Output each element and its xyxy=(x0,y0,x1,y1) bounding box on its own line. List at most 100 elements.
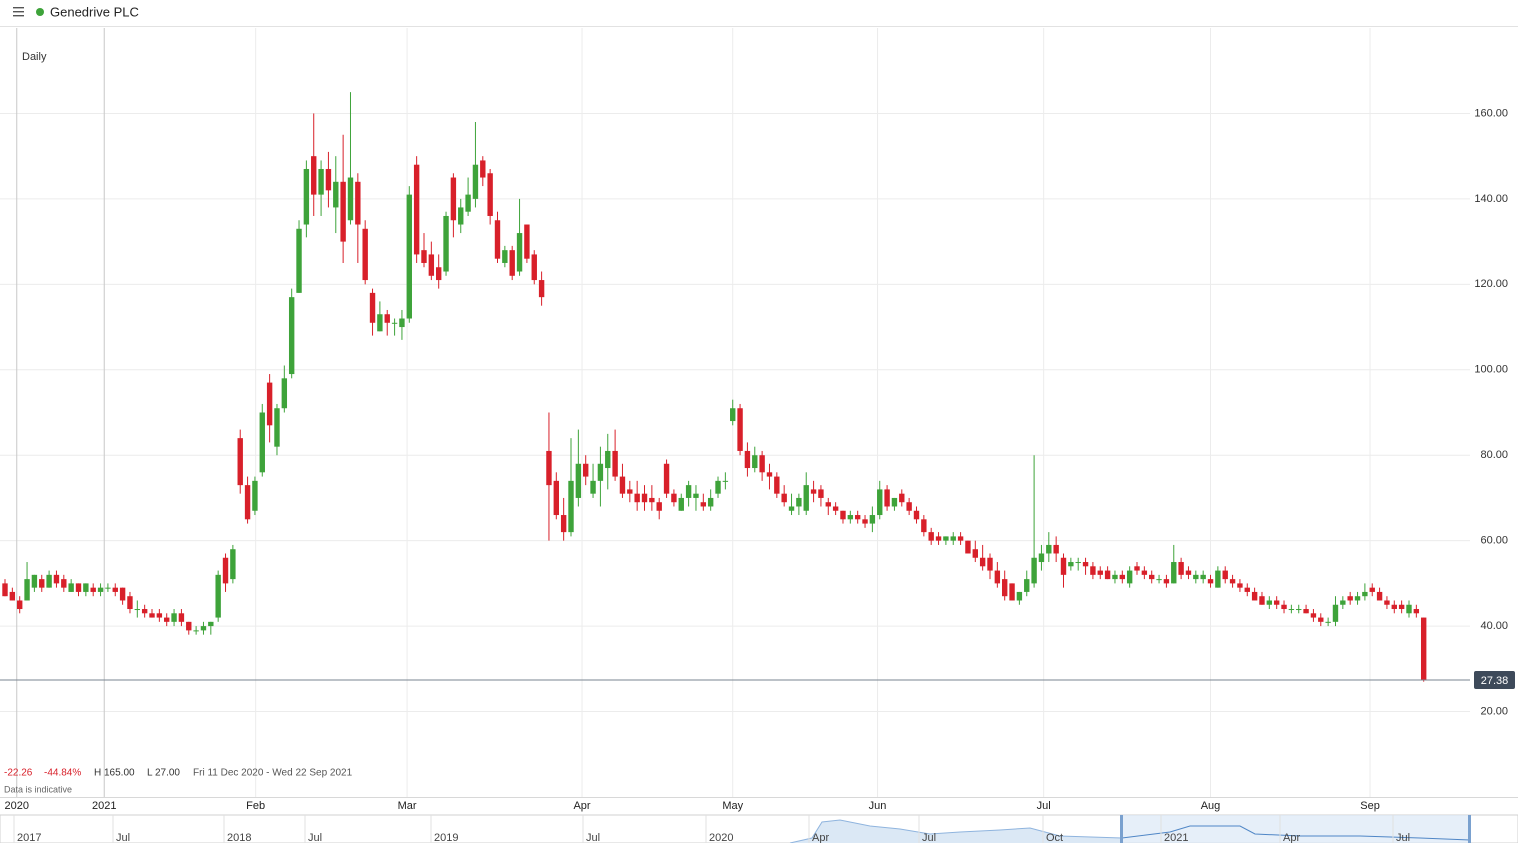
candle-body xyxy=(340,181,346,242)
candle-body xyxy=(1163,579,1170,584)
candle-body xyxy=(560,515,567,533)
navigator-label: 2021 xyxy=(1164,832,1188,843)
menu-bar xyxy=(13,15,24,17)
candle-body xyxy=(384,314,390,323)
x-tick-label: 2021 xyxy=(92,800,116,812)
candle-body xyxy=(362,228,368,281)
candle-body xyxy=(347,177,354,221)
candle-body xyxy=(288,297,295,375)
candle-body xyxy=(1193,574,1199,580)
candle-body xyxy=(1104,570,1111,580)
candle-body xyxy=(230,549,236,580)
candle-body xyxy=(935,536,942,541)
candle-body xyxy=(583,463,589,477)
candle-body xyxy=(1031,557,1037,584)
candle-body xyxy=(1200,574,1206,580)
candle-body xyxy=(634,493,640,503)
candle-body xyxy=(2,583,8,597)
candle-body xyxy=(443,215,449,272)
candle-body xyxy=(1075,562,1081,564)
navigator-label: 2018 xyxy=(227,832,251,843)
navigator-label: 2020 xyxy=(709,832,733,843)
candle-body xyxy=(707,497,714,507)
candle-body xyxy=(1318,617,1324,622)
candle-body xyxy=(546,450,552,486)
candle-body xyxy=(244,485,251,520)
navigator-label: Apr xyxy=(812,832,829,843)
candle-body xyxy=(266,382,273,426)
navigator-label: Jul xyxy=(586,832,600,843)
candle-body xyxy=(1156,579,1162,581)
candle-body xyxy=(1215,570,1221,588)
x-tick-label: 2020 xyxy=(5,800,29,812)
candle-body xyxy=(75,583,82,592)
candle-body xyxy=(921,519,927,533)
stats-line: -22.26 -44.84% H 165.00 L 27.00 Fri 11 Dec 2… xyxy=(4,768,353,779)
candle-body xyxy=(877,489,883,516)
candle-body xyxy=(575,463,582,498)
navigator-label: Jul xyxy=(922,832,936,843)
candle-body xyxy=(318,168,324,195)
candle-body xyxy=(83,583,89,592)
candle-body xyxy=(450,177,457,221)
menu-icon[interactable] xyxy=(13,7,24,17)
candle-body xyxy=(1273,600,1280,605)
candle-body xyxy=(1171,562,1177,584)
candle-body xyxy=(766,472,773,477)
candle-body xyxy=(950,536,956,541)
candle-body xyxy=(1384,600,1390,605)
candle-body xyxy=(1303,609,1309,614)
candle-body xyxy=(1237,583,1243,588)
candle-body xyxy=(649,497,655,503)
candle-body xyxy=(391,322,398,324)
candle-body xyxy=(1362,591,1368,597)
candle-body xyxy=(627,489,633,494)
candle-body xyxy=(1296,609,1302,611)
candle-body xyxy=(1281,604,1287,610)
x-tick-label: Mar xyxy=(398,800,417,812)
candle-layer xyxy=(0,92,1470,682)
candle-body xyxy=(9,591,16,601)
candle-body xyxy=(325,168,332,191)
candle-body xyxy=(1024,579,1030,592)
candle-body xyxy=(1229,579,1236,584)
candle-body xyxy=(1185,570,1192,575)
candle-body xyxy=(774,476,780,494)
x-tick-label: Jul xyxy=(1037,800,1051,812)
candle-body xyxy=(24,579,30,601)
navigator-area xyxy=(790,820,1122,843)
candle-body xyxy=(421,250,427,263)
navigator-handle[interactable] xyxy=(1468,815,1471,843)
navigator-handle[interactable] xyxy=(1120,815,1123,843)
candle-body xyxy=(215,574,221,618)
candle-body xyxy=(259,412,265,473)
candle-body xyxy=(531,254,537,281)
candle-body xyxy=(899,493,905,503)
candle-body xyxy=(678,497,684,511)
candle-body xyxy=(1068,562,1074,567)
candle-body xyxy=(1126,570,1133,584)
candle-body xyxy=(730,408,736,422)
candle-body xyxy=(141,609,148,614)
candle-body xyxy=(1354,596,1361,601)
menu-bar xyxy=(13,11,24,13)
last-price-tag xyxy=(1474,671,1515,690)
candle-body xyxy=(208,621,214,627)
candle-body xyxy=(465,194,471,212)
candle-body xyxy=(1288,609,1295,611)
candle-body xyxy=(818,489,824,498)
candle-body xyxy=(31,574,38,588)
candle-body xyxy=(972,549,978,558)
candle-body xyxy=(1266,600,1273,605)
candle-body xyxy=(472,164,479,199)
stat-text: H 165.00 xyxy=(94,768,135,779)
candle-body xyxy=(105,587,111,589)
candle-body xyxy=(68,583,74,592)
y-tick-label: 80.00 xyxy=(1480,449,1508,461)
candle-body xyxy=(1347,596,1353,601)
candle-body xyxy=(16,600,23,610)
candle-body xyxy=(810,489,817,494)
status-dot xyxy=(36,8,44,16)
candle-body xyxy=(862,519,868,524)
